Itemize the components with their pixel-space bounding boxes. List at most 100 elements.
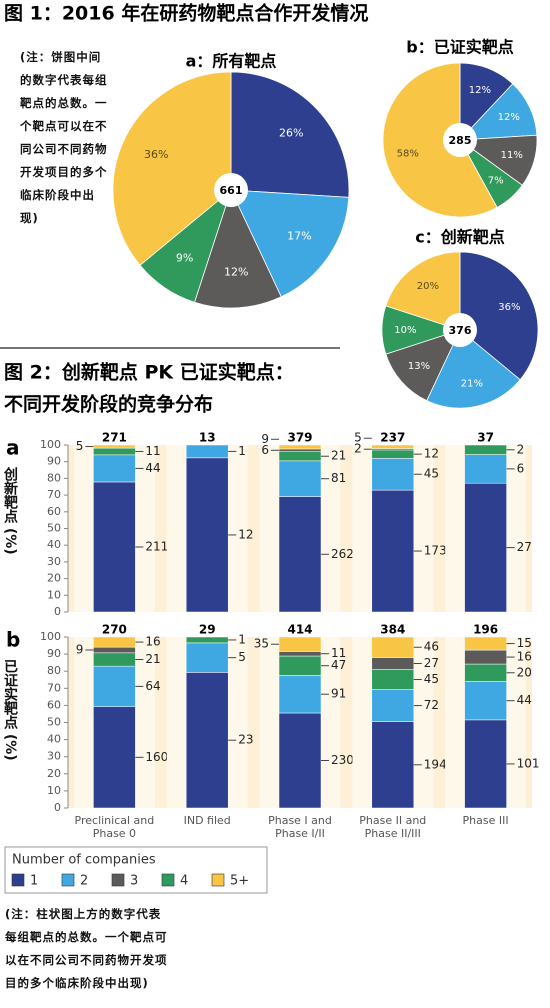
y-axis-label: 已证实靶点 (%): [2, 659, 18, 761]
segment-label: 44: [517, 693, 532, 707]
segment-label: 5: [354, 431, 362, 445]
segment-label: 46: [424, 640, 439, 654]
segment-label: 72: [424, 698, 439, 712]
figure1-title: 图 1：2016 年在研药物靶点合作开发情况: [4, 2, 368, 25]
bar-segment: [464, 636, 507, 651]
total-label: 29: [199, 623, 216, 637]
segment-label: 173: [424, 544, 447, 558]
bar-segment: [278, 651, 322, 657]
total-label: 384: [380, 623, 405, 637]
y-tick-label: 70: [47, 681, 61, 694]
figure2-title: 图 2：创新靶点 PK 已证实靶点：: [4, 361, 294, 384]
slice-label: 26%: [279, 126, 303, 139]
segment-label: 12: [238, 527, 253, 541]
panel-label: b: [6, 628, 20, 652]
bar-segment: [93, 646, 136, 654]
slice-label: 36%: [144, 148, 168, 161]
segment-label: 9: [76, 642, 84, 656]
y-tick-label: 40: [47, 538, 61, 551]
bar-segment: [278, 448, 322, 452]
segment-label: 2: [354, 442, 362, 456]
figure2-title: 不同开发阶段的竞争分布: [4, 393, 213, 416]
slice-label: 9%: [176, 251, 193, 264]
bar-segment: [371, 636, 415, 658]
segment-label: 194: [424, 757, 447, 771]
y-tick-label: 20: [47, 767, 61, 780]
bar-segment: [93, 447, 136, 456]
bar-segment: [93, 665, 136, 707]
segment-label: 20: [517, 665, 532, 679]
pie-slice: [230, 71, 350, 198]
y-tick-label: 10: [47, 588, 61, 601]
x-tick-label: Phase I and Phase I/II: [268, 814, 332, 840]
segment-label: 12: [424, 447, 439, 461]
pie-slice: [194, 188, 282, 309]
bar-segment: [371, 657, 415, 670]
x-tick-label: Phase II and Phase II/III: [359, 814, 427, 840]
pie-slice: [112, 71, 232, 266]
y-tick-label: 10: [47, 784, 61, 797]
bar-segment: [464, 649, 507, 665]
segment-label: 1: [238, 444, 246, 458]
bar-segment: [278, 460, 322, 497]
x-tick-label: Preclinical and Phase 0: [74, 814, 155, 840]
slice-label: 11%: [501, 150, 523, 161]
total-label: 414: [287, 623, 312, 637]
y-tick-label: 60: [47, 505, 61, 518]
bottom-note: (注：柱状图上方的数字代表每组靶点的总数。一个靶点可以在不同公司不同药物开发项目…: [5, 907, 168, 990]
legend-swatch: [11, 873, 25, 887]
slice-label: 58%: [397, 148, 419, 159]
slice-label: 7%: [488, 175, 504, 186]
total-label: 37: [477, 431, 494, 445]
bar-segment: [464, 444, 507, 455]
pie-title: a：所有靶点: [186, 52, 277, 71]
pie-center: [443, 313, 477, 347]
segment-label: 230: [331, 753, 354, 767]
pie-title: c：创新靶点: [415, 228, 505, 247]
legend-label: 1: [30, 874, 38, 889]
y-tick-label: 70: [47, 488, 61, 501]
bar-segment: [371, 458, 415, 491]
y-tick-label: 90: [47, 455, 61, 468]
slice-label: 21%: [461, 378, 483, 389]
slice-label: 36%: [498, 302, 520, 313]
pie-total: 285: [449, 134, 472, 147]
pie-center: [214, 173, 248, 207]
legend-title: Number of companies: [12, 853, 156, 868]
bar-segment: [278, 451, 322, 462]
legend-label: 4: [180, 874, 188, 889]
bar-segment: [371, 489, 415, 613]
y-axis-label: 创新靶点 (%): [2, 467, 18, 555]
total-label: 237: [380, 431, 405, 445]
segment-label: 91: [331, 687, 346, 701]
bar-segment: [278, 655, 322, 676]
segment-label: 262: [331, 547, 354, 561]
total-label: 13: [199, 431, 216, 445]
slice-label: 20%: [417, 281, 439, 292]
segment-label: 35: [254, 637, 269, 651]
legend-swatch: [211, 873, 225, 887]
bar-segment: [278, 444, 322, 450]
pie-total: 661: [220, 184, 243, 197]
bar-segment: [93, 444, 136, 449]
slice-label: 17%: [287, 229, 311, 242]
segment-label: 5: [76, 439, 84, 453]
bar-segment: [93, 706, 136, 809]
bar-segment: [464, 719, 507, 809]
y-tick-label: 0: [54, 605, 61, 618]
bar-segment: [185, 672, 229, 809]
segment-label: 27: [424, 656, 439, 670]
segment-label: 21: [331, 449, 346, 463]
total-label: 270: [102, 623, 127, 637]
segment-label: 101: [517, 756, 540, 770]
slice-label: 12%: [224, 265, 248, 278]
bar-segment: [371, 721, 415, 809]
bar-segment: [371, 449, 415, 459]
y-tick-label: 100: [40, 438, 61, 451]
y-tick-label: 80: [47, 471, 61, 484]
bar-segment: [93, 652, 136, 667]
segment-label: 15: [517, 636, 532, 650]
y-tick-label: 80: [47, 664, 61, 677]
bar-segment: [371, 669, 415, 690]
